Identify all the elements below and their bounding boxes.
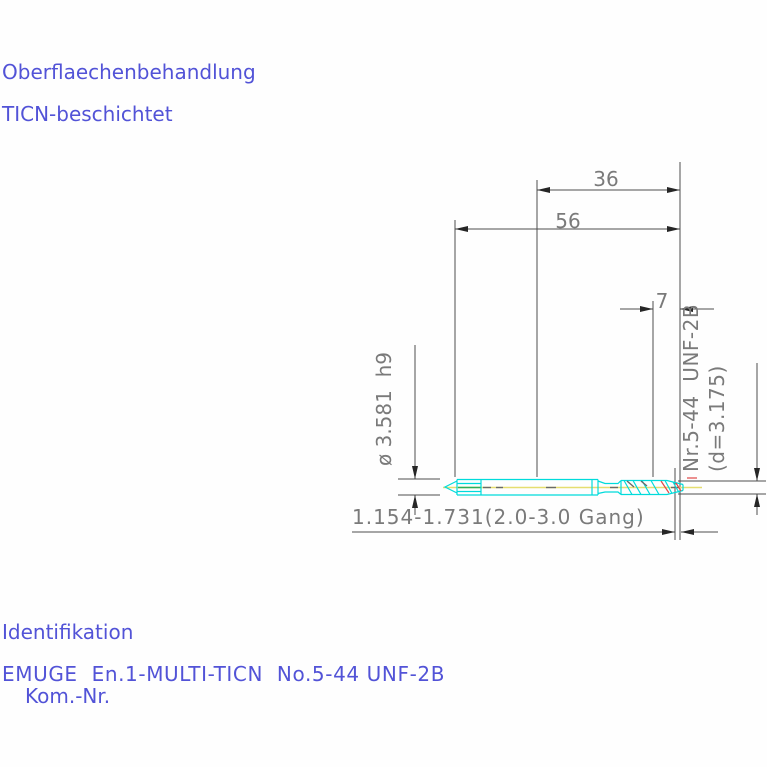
tool-thread [620, 479, 684, 496]
dim-56-group [455, 226, 680, 232]
dim-36-group [537, 187, 680, 193]
surface-treatment-value: TICN-beschichtet [2, 102, 173, 126]
dim-7-label: 7 [655, 289, 669, 313]
tap-tool-drawing [443, 477, 702, 496]
surface-treatment-heading: Oberflaechenbehandlung [2, 60, 256, 84]
tool-square-drive [443, 479, 482, 495]
chamfer-dim-group [352, 529, 718, 535]
tool-chamfer-marks [660, 477, 697, 494]
product-designation: EMUGE En.1-MULTI-TICN No.5-44 UNF-2B [2, 662, 446, 686]
thread-designation-label: Nr.5-44 UNF-2B [679, 303, 703, 472]
dim-36-label: 36 [593, 167, 619, 191]
shank-diameter-label: ø 3.581 h9 [372, 352, 396, 466]
shank-dia-dim-group [398, 345, 440, 515]
identification-heading: Identifikation [2, 620, 134, 644]
kom-nr-label: Kom.-Nr. [25, 684, 111, 708]
thread-dia-dim-group [678, 363, 766, 515]
chamfer-length-label: 1.154-1.731(2.0-3.0 Gang) [352, 505, 645, 529]
dim-56-label: 56 [555, 209, 581, 233]
thread-diameter-label: (d=3.175) [705, 365, 729, 472]
dim-7-group [620, 306, 714, 312]
tool-shank [457, 478, 622, 496]
